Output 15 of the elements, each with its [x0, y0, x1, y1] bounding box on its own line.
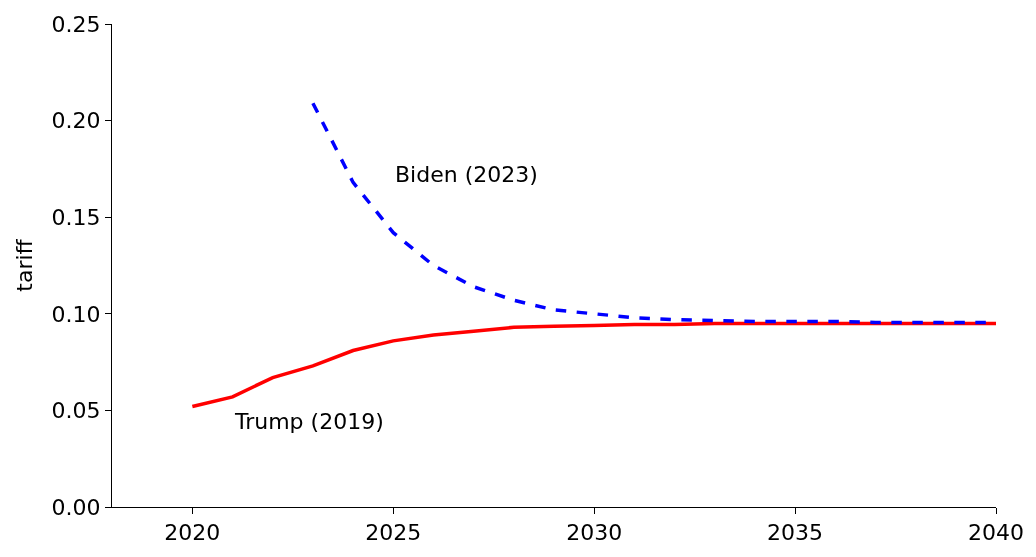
y-tick-label: 0.20	[51, 108, 101, 134]
x-tick-label: 2030	[566, 520, 623, 546]
x-tick-label: 2020	[164, 520, 221, 546]
y-tick-label: 0.05	[51, 398, 101, 424]
y-axis-title: tariff	[12, 238, 38, 292]
x-tick-label: 2040	[968, 520, 1024, 546]
y-tick-label: 0.15	[51, 204, 101, 230]
y-tick-label: 0.25	[51, 11, 101, 37]
x-tick-label: 2035	[767, 520, 824, 546]
annotation: Trump (2019)	[234, 409, 384, 434]
x-tick-label: 2025	[365, 520, 422, 546]
y-tick-label: 0.10	[51, 301, 101, 327]
line-series	[190, 321, 996, 409]
annotation: Biden (2023)	[395, 162, 538, 187]
y-tick-label: 0.00	[51, 494, 101, 520]
